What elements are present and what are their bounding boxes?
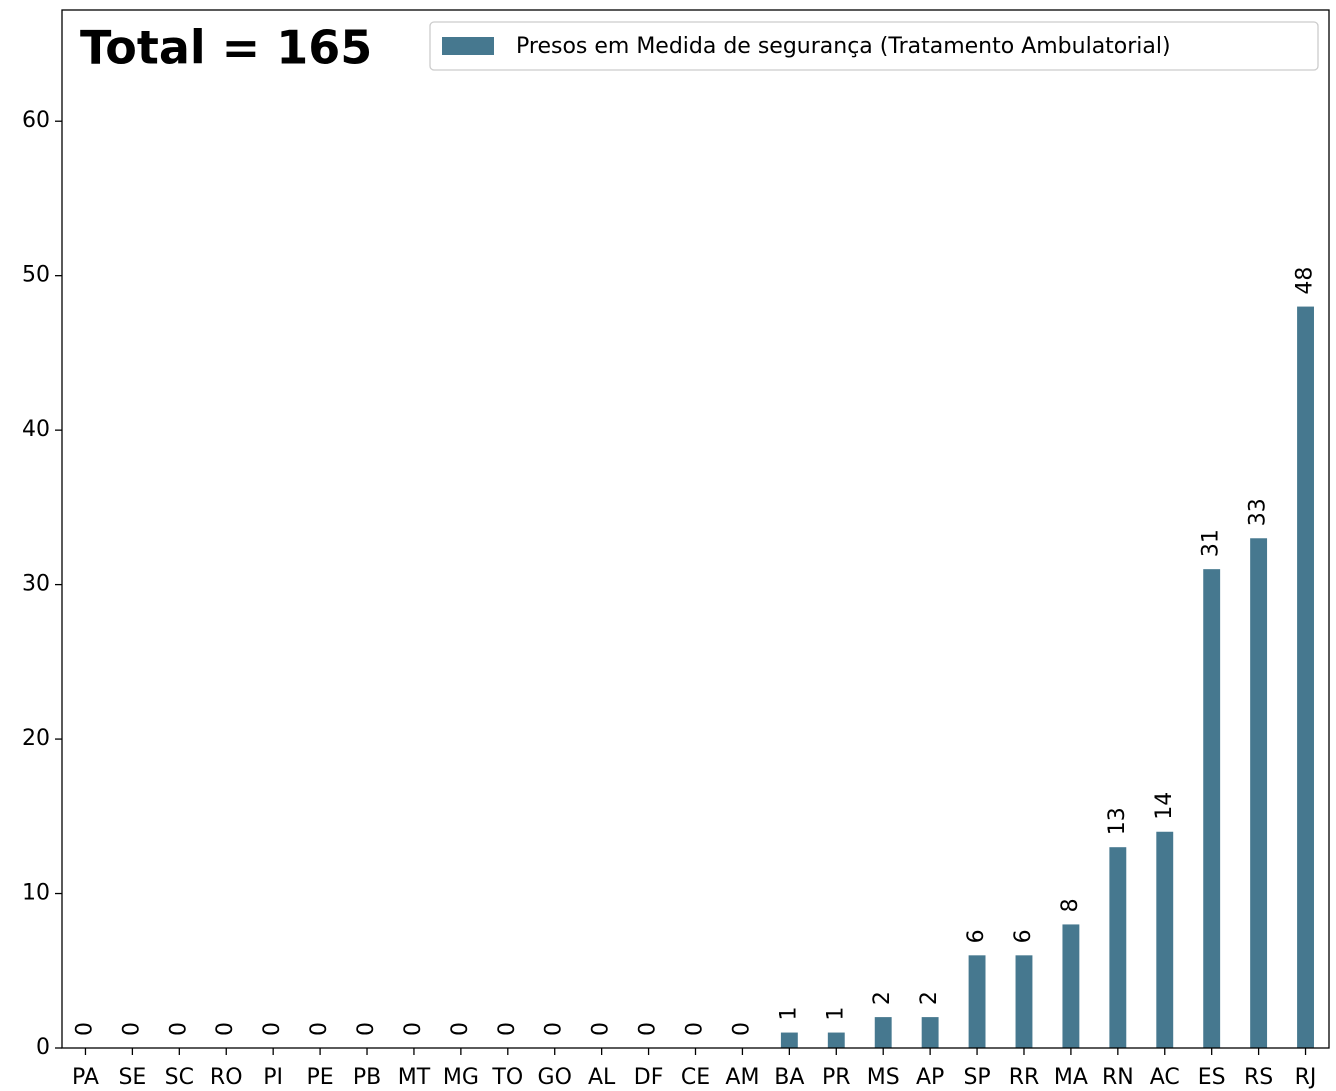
bar — [1109, 847, 1127, 1048]
bar — [1250, 538, 1268, 1048]
x-tick-label: PB — [353, 1065, 381, 1090]
x-tick-label: AL — [588, 1065, 616, 1090]
bar — [780, 1032, 798, 1048]
x-tick-label: SC — [165, 1065, 194, 1090]
annotation: Total = 165 — [80, 21, 372, 75]
data-label: 1 — [776, 1007, 801, 1021]
bar — [1015, 955, 1033, 1048]
y-tick-label: 50 — [22, 263, 50, 288]
x-tick-label: SE — [118, 1065, 146, 1090]
bar — [1156, 831, 1174, 1048]
x-tick-label: DF — [634, 1065, 664, 1090]
legend-swatch — [442, 37, 494, 55]
plot-frame — [61, 9, 1330, 1049]
data-label: 0 — [72, 1022, 97, 1036]
x-tick-label: AP — [916, 1065, 944, 1090]
data-label: 48 — [1293, 267, 1318, 295]
data-label: 0 — [683, 1022, 708, 1036]
x-tick-label: TO — [491, 1065, 523, 1090]
data-label: 0 — [589, 1022, 614, 1036]
bar — [1062, 924, 1080, 1048]
x-tick-label: BA — [774, 1065, 804, 1090]
data-label: 0 — [213, 1022, 238, 1036]
data-label: 0 — [729, 1022, 754, 1036]
x-tick-label: PI — [263, 1065, 283, 1090]
data-label: 0 — [260, 1022, 285, 1036]
bar — [968, 955, 986, 1048]
x-tick-label: PA — [72, 1065, 99, 1090]
y-tick-label: 20 — [22, 726, 50, 751]
x-tick-label: MA — [1054, 1065, 1088, 1090]
x-tick-label: RJ — [1295, 1065, 1317, 1090]
data-label: 0 — [636, 1022, 661, 1036]
y-tick-label: 10 — [22, 881, 50, 906]
bar — [1203, 569, 1221, 1048]
data-label: 6 — [964, 929, 989, 943]
bar — [827, 1032, 845, 1048]
x-tick-label: MG — [443, 1065, 479, 1090]
data-label: 0 — [542, 1022, 567, 1036]
data-label: 8 — [1058, 898, 1083, 912]
legend-label: Presos em Medida de segurança (Tratament… — [516, 34, 1171, 59]
data-label: 6 — [1011, 929, 1036, 943]
bar — [1297, 306, 1314, 1049]
data-label: 2 — [917, 991, 942, 1005]
x-tick-label: RN — [1102, 1065, 1134, 1090]
x-tick-label: ES — [1198, 1065, 1226, 1090]
x-tick-label: MS — [867, 1065, 900, 1090]
x-tick-label: GO — [538, 1065, 572, 1090]
data-label: 0 — [495, 1022, 520, 1036]
legend-box — [429, 21, 1319, 71]
data-label: 1 — [823, 1007, 848, 1021]
x-tick-label: RS — [1244, 1065, 1273, 1090]
x-tick-label: AC — [1150, 1065, 1180, 1090]
x-tick-label: RO — [210, 1065, 243, 1090]
x-tick-label: MT — [398, 1065, 431, 1090]
data-label: 0 — [307, 1022, 332, 1036]
x-tick-label: AM — [725, 1065, 759, 1090]
data-label: 0 — [354, 1022, 379, 1036]
data-label: 14 — [1152, 792, 1177, 820]
x-tick-label: PR — [822, 1065, 851, 1090]
data-label: 13 — [1105, 807, 1130, 835]
y-tick-label: 30 — [22, 572, 50, 597]
bar — [921, 1017, 939, 1048]
data-label: 31 — [1199, 529, 1224, 557]
y-tick-label: 60 — [22, 108, 50, 133]
data-label: 0 — [166, 1022, 191, 1036]
data-label: 2 — [870, 991, 895, 1005]
bar — [874, 1017, 892, 1048]
x-tick-label: SP — [963, 1065, 990, 1090]
x-tick-label: CE — [681, 1065, 710, 1090]
y-tick-label: 0 — [36, 1035, 50, 1060]
x-tick-label: PE — [307, 1065, 334, 1090]
data-label: 0 — [448, 1022, 473, 1036]
data-label: 0 — [119, 1022, 144, 1036]
data-label: 33 — [1246, 498, 1271, 526]
y-tick-label: 40 — [22, 417, 50, 442]
data-label: 0 — [401, 1022, 426, 1036]
x-tick-label: RR — [1009, 1065, 1040, 1090]
